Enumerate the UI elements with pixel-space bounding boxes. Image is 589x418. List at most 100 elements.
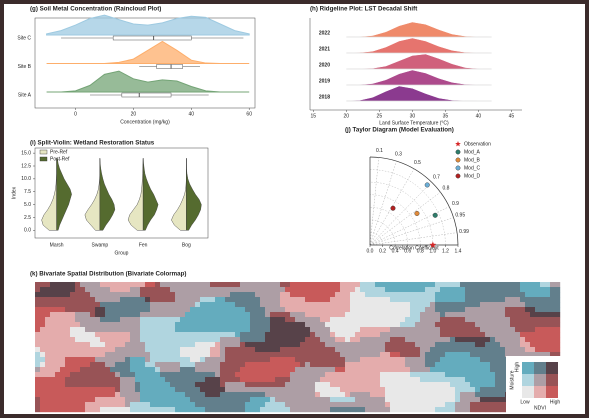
map-cell <box>480 392 486 398</box>
map-cell <box>400 297 406 303</box>
map-cell <box>90 317 96 323</box>
x-tick-label: 20 <box>131 111 137 117</box>
map-cell <box>165 327 171 333</box>
map-cell <box>65 322 71 328</box>
map-cell <box>490 382 496 388</box>
map-cell <box>275 372 281 378</box>
map-cell <box>455 367 461 373</box>
map-cell <box>500 337 506 343</box>
map-cell <box>230 357 236 363</box>
map-cell <box>210 332 216 338</box>
map-cell <box>55 382 61 388</box>
map-cell <box>170 317 176 323</box>
map-cell <box>215 342 221 348</box>
category-label: Site A <box>18 92 32 98</box>
map-cell <box>410 322 416 328</box>
map-cell <box>430 372 436 378</box>
map-cell <box>290 312 296 318</box>
map-cell <box>90 382 96 388</box>
map-cell <box>485 282 491 288</box>
map-cell <box>245 372 251 378</box>
map-cell <box>445 377 451 383</box>
map-cell <box>345 367 351 373</box>
map-cell <box>295 297 301 303</box>
map-cell <box>55 387 61 393</box>
map-cell <box>300 327 306 333</box>
map-cell <box>235 347 241 353</box>
map-cell <box>250 352 256 358</box>
map-cell <box>165 337 171 343</box>
map-cell <box>40 397 46 403</box>
map-cell <box>70 332 76 338</box>
map-cell <box>315 302 321 308</box>
map-cell <box>115 282 121 288</box>
map-cell <box>335 352 341 358</box>
map-cell <box>265 302 271 308</box>
map-cell <box>100 367 106 373</box>
map-cell <box>335 397 341 403</box>
map-cell <box>405 402 411 408</box>
map-cell <box>545 322 551 328</box>
legend-cell <box>534 374 546 386</box>
map-cell <box>470 297 476 303</box>
map-cell <box>260 367 266 373</box>
map-cell <box>345 332 351 338</box>
map-cell <box>190 377 196 383</box>
map-cell <box>315 287 321 293</box>
map-cell <box>225 307 231 313</box>
map-cell <box>345 387 351 393</box>
map-cell <box>210 352 216 358</box>
map-cell <box>145 367 151 373</box>
map-cell <box>255 397 261 403</box>
map-cell <box>295 387 301 393</box>
map-cell <box>310 342 316 348</box>
map-cell <box>80 387 86 393</box>
map-cell <box>90 297 96 303</box>
map-cell <box>375 282 381 288</box>
map-cell <box>240 302 246 308</box>
map-cell <box>295 362 301 368</box>
map-cell <box>230 282 236 288</box>
map-cell <box>400 282 406 288</box>
map-cell <box>275 322 281 328</box>
map-cell <box>385 402 391 408</box>
map-cell <box>500 387 506 393</box>
map-cell <box>415 362 421 368</box>
map-cell <box>205 282 211 288</box>
map-cell <box>410 402 416 408</box>
map-cell <box>125 407 131 413</box>
map-cell <box>435 372 441 378</box>
map-cell <box>335 337 341 343</box>
map-cell <box>200 337 206 343</box>
map-cell <box>235 372 241 378</box>
map-cell <box>75 302 81 308</box>
corr-line <box>369 232 458 246</box>
map-cell <box>130 402 136 408</box>
legend-label: Post-Ref <box>50 156 70 162</box>
map-cell <box>175 392 181 398</box>
map-cell <box>55 352 61 358</box>
map-cell <box>110 362 116 368</box>
map-cell <box>540 297 546 303</box>
map-cell <box>435 362 441 368</box>
map-cell <box>505 287 511 293</box>
map-cell <box>230 402 236 408</box>
map-cell <box>295 342 301 348</box>
map-cell <box>260 357 266 363</box>
map-cell <box>205 317 211 323</box>
map-cell <box>235 407 241 413</box>
map-cell <box>135 342 141 348</box>
map-cell <box>150 387 156 393</box>
map-cell <box>180 297 186 303</box>
map-cell <box>60 307 66 313</box>
map-cell <box>185 357 191 363</box>
map-cell <box>520 317 526 323</box>
map-cell <box>265 357 271 363</box>
map-cell <box>280 387 286 393</box>
map-cell <box>220 392 226 398</box>
map-cell <box>160 282 166 288</box>
map-cell <box>325 367 331 373</box>
map-cell <box>195 402 201 408</box>
map-cell <box>455 372 461 378</box>
map-cell <box>475 342 481 348</box>
